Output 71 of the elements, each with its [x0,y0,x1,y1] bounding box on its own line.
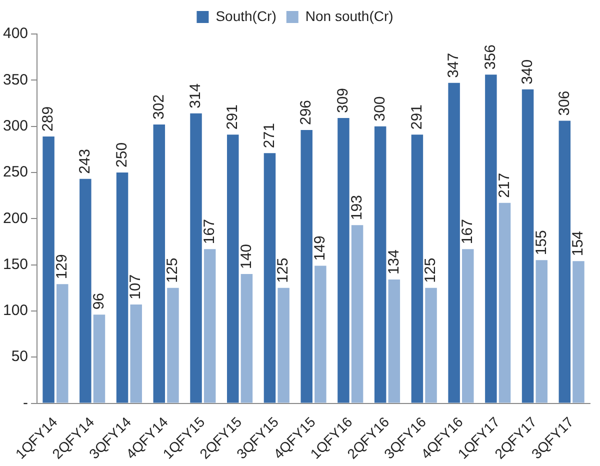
data-label: 129 [54,254,71,280]
bar [388,280,400,403]
data-label: 291 [408,104,426,130]
bar [448,82,460,403]
data-label: 347 [445,52,462,78]
bar [56,284,68,403]
legend-label: South(Cr) [216,8,276,24]
bar [522,89,534,403]
y-tick-label: 50 [11,348,28,366]
bar [374,126,386,403]
data-label: 243 [76,148,94,174]
data-label: 96 [90,292,108,310]
bar [42,136,54,403]
bar [240,274,253,403]
data-label: 193 [348,195,366,220]
data-label: 107 [127,274,144,300]
data-label: 154 [570,231,587,256]
data-label: 125 [422,258,440,283]
bar [462,249,474,403]
bar [116,172,128,403]
bar [314,266,326,403]
data-label: 250 [113,142,130,168]
data-label: 217 [496,172,513,198]
data-label: 140 [238,244,255,270]
bar [536,260,548,403]
bar [558,120,571,403]
data-label: 155 [532,230,550,256]
data-label: 167 [459,219,476,244]
data-label: 134 [385,250,402,275]
y-tick-label: 300 [2,117,28,134]
y-tick-label: 250 [2,164,28,181]
bar [226,134,239,403]
legend-label: Non south(Cr) [305,8,394,24]
bar [93,314,106,403]
bar [130,304,142,403]
bar [338,118,350,403]
bar [425,288,437,403]
bar [153,124,166,403]
bar [485,74,497,403]
bar [351,225,364,403]
data-label: 356 [482,44,500,70]
y-tick-label: 150 [2,256,28,273]
data-label: 300 [371,96,388,122]
bar [204,249,216,403]
y-tick-label: - [23,394,28,412]
y-tick-label: 350 [2,71,28,88]
bar [411,134,424,403]
data-label: 314 [187,83,204,108]
y-tick-label: 400 [2,25,28,42]
data-label: 309 [334,88,352,114]
data-label: 291 [224,104,242,130]
bar [572,261,584,403]
data-label: 149 [312,236,329,261]
data-label: 167 [200,219,218,244]
bar [300,130,312,403]
data-label: 306 [556,90,573,116]
data-label: 340 [518,59,536,84]
bar [278,288,290,403]
bar [167,288,179,403]
data-label: 125 [164,258,182,283]
data-label: 289 [40,106,57,132]
y-tick-label: 200 [2,210,28,227]
data-label: 125 [274,258,292,283]
bar [190,113,202,403]
data-label: 296 [298,100,315,126]
bar [498,202,511,403]
bar [80,178,92,403]
bar [264,153,276,403]
data-label: 302 [150,94,168,120]
data-label: 271 [260,123,278,148]
y-tick-label: 100 [2,302,28,320]
